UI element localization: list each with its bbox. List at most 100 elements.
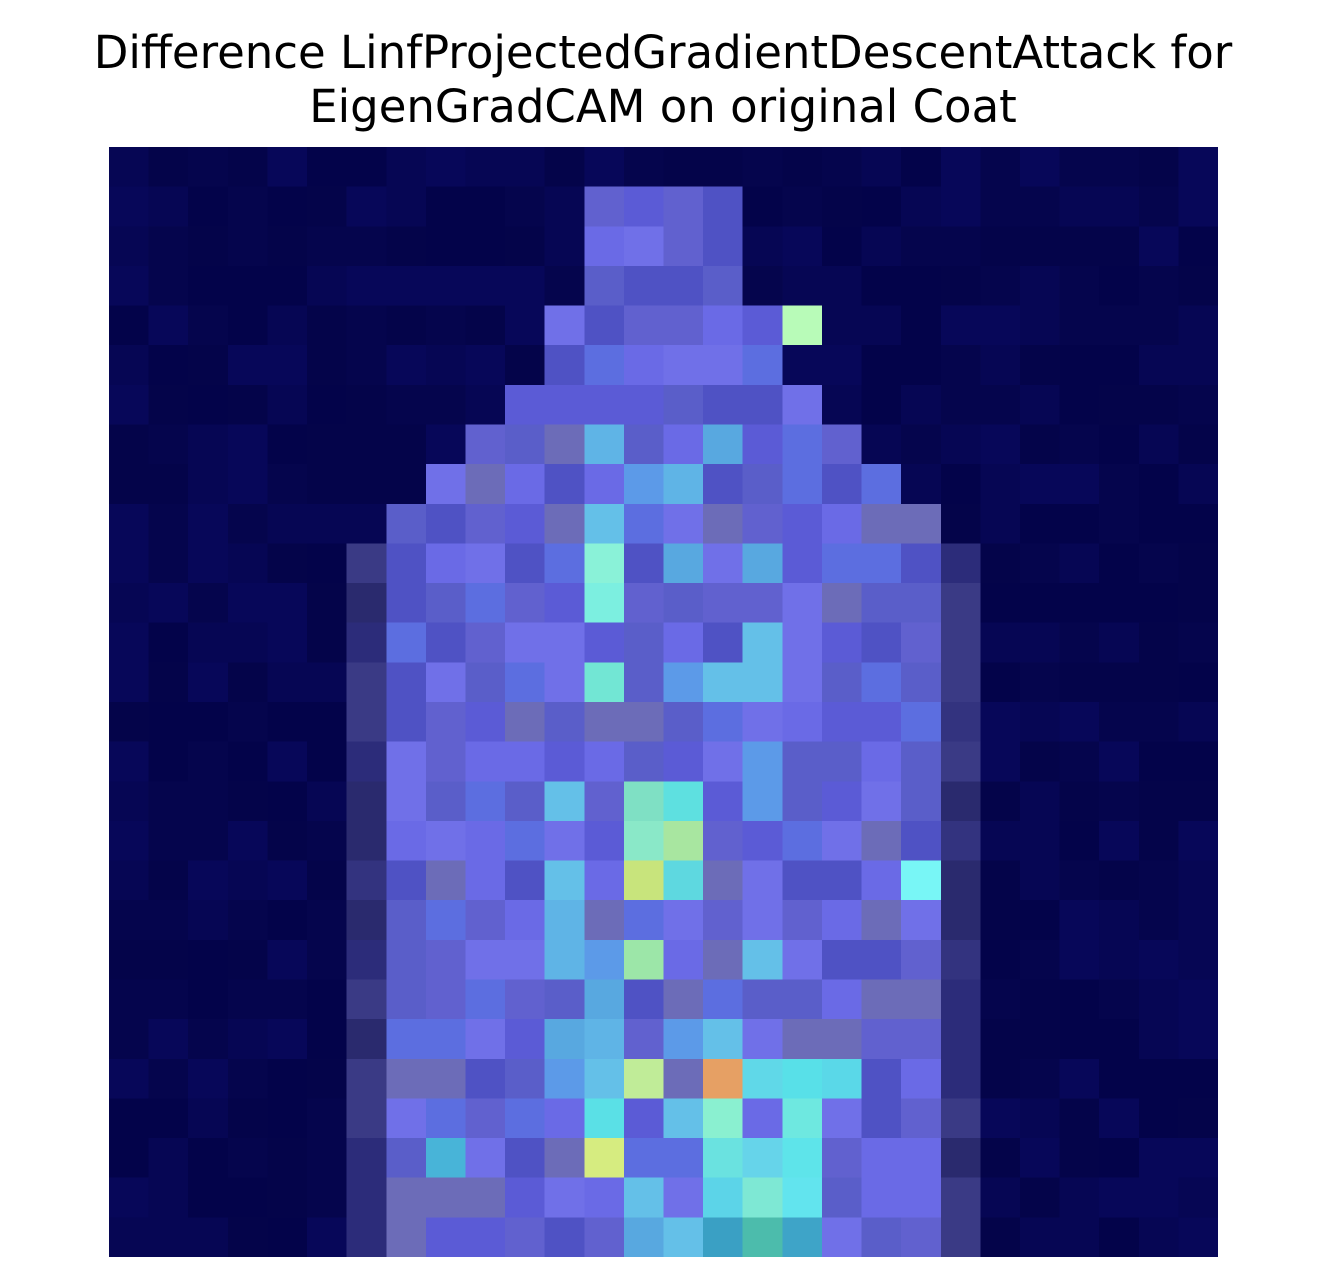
heatmap-cell bbox=[980, 1138, 1021, 1179]
heatmap-cell bbox=[1019, 384, 1061, 426]
heatmap-cell bbox=[188, 384, 229, 426]
heatmap-cell bbox=[346, 860, 388, 902]
heatmap-cell bbox=[1178, 1098, 1218, 1139]
heatmap-cell bbox=[1138, 900, 1180, 941]
heatmap-cell bbox=[425, 1058, 467, 1100]
heatmap-cell bbox=[584, 583, 625, 624]
heatmap-cell bbox=[346, 900, 388, 941]
heatmap-cell bbox=[425, 384, 467, 426]
heatmap-cell bbox=[227, 147, 269, 188]
heatmap-cell bbox=[465, 1019, 506, 1060]
heatmap-cell bbox=[1138, 543, 1180, 584]
heatmap-cell bbox=[346, 622, 388, 664]
heatmap-cell bbox=[188, 820, 229, 862]
heatmap-cell bbox=[623, 702, 665, 743]
heatmap-cell bbox=[109, 503, 150, 545]
heatmap-cell bbox=[1059, 662, 1100, 703]
heatmap-cell bbox=[109, 1058, 150, 1100]
heatmap-cell bbox=[148, 583, 190, 624]
heatmap-cell bbox=[267, 1019, 308, 1060]
heatmap-cell bbox=[1138, 503, 1180, 545]
heatmap-cell bbox=[1059, 583, 1100, 624]
heatmap-cell bbox=[1059, 384, 1100, 426]
heatmap-cell bbox=[505, 1098, 546, 1139]
heatmap-cell bbox=[663, 781, 704, 822]
heatmap-cell bbox=[1059, 1019, 1100, 1060]
heatmap-cell bbox=[1099, 1177, 1140, 1219]
heatmap-cell bbox=[425, 702, 467, 743]
heatmap-cell bbox=[1059, 265, 1100, 307]
heatmap-cell bbox=[227, 781, 269, 822]
heatmap-cell bbox=[821, 1058, 863, 1100]
heatmap-cell bbox=[1138, 1138, 1180, 1179]
heatmap-cell bbox=[227, 305, 269, 347]
heatmap-cell bbox=[1138, 662, 1180, 703]
heatmap-cell bbox=[663, 820, 704, 862]
heatmap-cell bbox=[623, 939, 665, 981]
heatmap-cell bbox=[544, 939, 586, 981]
heatmap-cell bbox=[663, 1177, 704, 1219]
heatmap-cell bbox=[109, 226, 150, 267]
heatmap-cell bbox=[703, 702, 744, 743]
heatmap-cell bbox=[703, 1019, 744, 1060]
heatmap-cell bbox=[188, 345, 229, 386]
heatmap-cell bbox=[307, 543, 348, 584]
heatmap-cell bbox=[346, 147, 388, 188]
heatmap-cell bbox=[346, 384, 388, 426]
heatmap-cell bbox=[505, 503, 546, 545]
heatmap-cell bbox=[623, 543, 665, 584]
heatmap-cell bbox=[1059, 186, 1100, 228]
heatmap-cell bbox=[425, 1098, 467, 1139]
heatmap-cell bbox=[227, 820, 269, 862]
heatmap-cell bbox=[1019, 345, 1061, 386]
heatmap-cell bbox=[663, 622, 704, 664]
heatmap-cell bbox=[465, 1177, 506, 1219]
heatmap-cell bbox=[307, 345, 348, 386]
heatmap-cell bbox=[386, 305, 427, 347]
heatmap-cell bbox=[544, 226, 586, 267]
heatmap-cell bbox=[901, 583, 942, 624]
heatmap-cell bbox=[901, 1058, 942, 1100]
heatmap-cell bbox=[505, 1058, 546, 1100]
heatmap-cell bbox=[109, 939, 150, 981]
heatmap-cell bbox=[901, 147, 942, 188]
heatmap-cell bbox=[465, 464, 506, 505]
heatmap-cell bbox=[1138, 781, 1180, 822]
heatmap-cell bbox=[307, 741, 348, 783]
heatmap-cell bbox=[940, 305, 982, 347]
heatmap-cell bbox=[742, 226, 784, 267]
heatmap-cell bbox=[663, 583, 704, 624]
heatmap-cell bbox=[782, 147, 823, 188]
heatmap-cell bbox=[386, 186, 427, 228]
heatmap-cell bbox=[505, 820, 546, 862]
heatmap-cell bbox=[307, 265, 348, 307]
heatmap-cell bbox=[901, 1019, 942, 1060]
heatmap-cell bbox=[623, 860, 665, 902]
heatmap-cell bbox=[188, 464, 229, 505]
heatmap-cell bbox=[307, 1177, 348, 1219]
heatmap-cell bbox=[584, 939, 625, 981]
heatmap-cell bbox=[148, 1098, 190, 1139]
heatmap-cell bbox=[425, 265, 467, 307]
heatmap-cell bbox=[505, 781, 546, 822]
heatmap-cell bbox=[188, 305, 229, 347]
heatmap-cell bbox=[782, 979, 823, 1020]
heatmap-cell bbox=[703, 1177, 744, 1219]
heatmap-cell bbox=[109, 186, 150, 228]
heatmap-cell bbox=[307, 226, 348, 267]
heatmap-cell bbox=[505, 305, 546, 347]
heatmap-cell bbox=[505, 424, 546, 465]
heatmap-cell bbox=[1019, 662, 1061, 703]
heatmap-cell bbox=[109, 583, 150, 624]
heatmap-cell bbox=[940, 583, 982, 624]
heatmap-cell bbox=[940, 1177, 982, 1219]
heatmap-cell bbox=[901, 622, 942, 664]
heatmap-cell bbox=[782, 1098, 823, 1139]
heatmap-cell bbox=[901, 781, 942, 822]
heatmap-cell bbox=[782, 741, 823, 783]
heatmap-cell bbox=[425, 900, 467, 941]
heatmap-cell bbox=[465, 1217, 506, 1257]
heatmap-cell bbox=[901, 464, 942, 505]
heatmap-cell bbox=[386, 384, 427, 426]
heatmap-cell bbox=[584, 503, 625, 545]
